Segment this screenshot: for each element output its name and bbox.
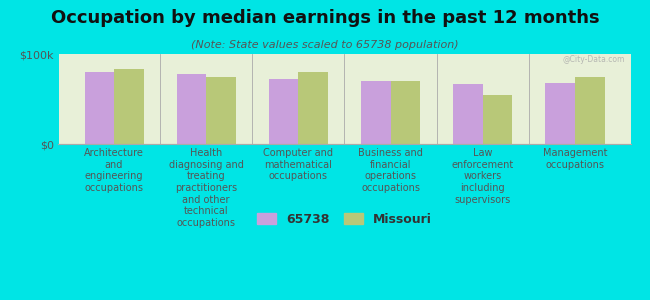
Bar — [269, 79, 298, 144]
Text: @City-Data.com: @City-Data.com — [562, 55, 625, 64]
Legend: 65738, Missouri: 65738, Missouri — [251, 207, 438, 232]
Bar — [177, 74, 206, 144]
Bar — [453, 84, 483, 144]
Bar — [206, 77, 236, 144]
Bar — [483, 94, 512, 144]
Bar — [114, 69, 144, 144]
Bar — [361, 81, 391, 144]
Bar — [298, 72, 328, 144]
Bar — [545, 83, 575, 144]
Bar — [575, 77, 604, 144]
Text: (Note: State values scaled to 65738 population): (Note: State values scaled to 65738 popu… — [191, 40, 459, 50]
Bar — [391, 81, 420, 144]
Text: Occupation by median earnings in the past 12 months: Occupation by median earnings in the pas… — [51, 9, 599, 27]
Bar — [84, 72, 114, 144]
